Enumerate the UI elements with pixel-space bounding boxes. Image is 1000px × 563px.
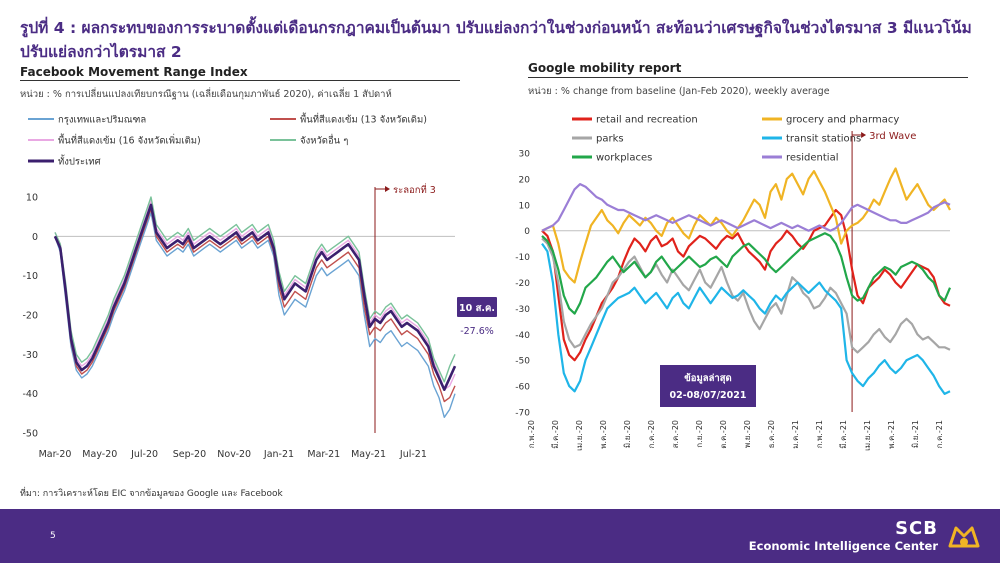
x-tick-label-2: Jul-20 bbox=[130, 449, 158, 460]
latest-date-label: 10 ส.ค. bbox=[459, 303, 495, 314]
y-tick-label-1: 0 bbox=[32, 232, 38, 243]
right-chart-title: Google mobility report bbox=[528, 61, 682, 75]
brand: SCB Economic Intelligence Center bbox=[748, 518, 938, 554]
y-tick-label-3: 0 bbox=[524, 227, 530, 237]
y-tick-label-1: 20 bbox=[519, 175, 531, 185]
page-number: 5 bbox=[50, 531, 56, 541]
google-mobility-chart: retail and recreation grocery and pharmac… bbox=[515, 115, 952, 451]
x-tick-label-7: ก.ย.-20 bbox=[695, 420, 704, 448]
series-line-2 bbox=[541, 237, 951, 354]
legend-label-2: parks bbox=[596, 134, 624, 145]
x-tick-label-0: ก.พ.-20 bbox=[527, 420, 536, 448]
x-tick-label-1: May-20 bbox=[82, 449, 117, 460]
left-chart-title: Facebook Movement Range Index bbox=[20, 65, 248, 79]
brand-subtitle: Economic Intelligence Center bbox=[748, 539, 938, 553]
x-tick-label-2: เม.ย.-20 bbox=[575, 420, 584, 451]
wave-arrow-head bbox=[385, 186, 390, 192]
y-tick-label-4: -10 bbox=[515, 253, 530, 263]
series-line-2 bbox=[54, 200, 456, 391]
x-tick-label-9: พ.ย.-20 bbox=[743, 420, 752, 448]
legend-label-1: grocery and pharmacy bbox=[786, 115, 899, 126]
y-tick-label-0: 30 bbox=[519, 150, 531, 160]
series-line-4 bbox=[53, 203, 457, 392]
latest-value-label: -27.6% bbox=[460, 326, 494, 337]
brand-name: SCB bbox=[895, 518, 938, 539]
slide-title: รูปที่ 4 : ผลกระทบของการระบาดตั้งแต่เดือ… bbox=[20, 19, 972, 61]
series-line-3 bbox=[54, 196, 456, 383]
y-tick-label-6: -30 bbox=[515, 305, 530, 315]
x-tick-label-8: ต.ค.-20 bbox=[719, 420, 728, 449]
x-tick-label-5: Jan-21 bbox=[263, 449, 294, 460]
x-tick-label-0: Mar-20 bbox=[39, 449, 72, 460]
y-tick-label-3: -20 bbox=[22, 311, 38, 322]
latest-data-range: 02-08/07/2021 bbox=[670, 390, 747, 401]
scb-logo-icon bbox=[948, 526, 980, 548]
y-tick-label-10: -70 bbox=[515, 409, 530, 419]
facebook-movement-chart: กรุงเทพและปริมณฑล พื้นที่สีแดงเข้ม (13 จั… bbox=[22, 113, 497, 460]
latest-data-label: ข้อมูลล่าสุด bbox=[684, 372, 731, 385]
right-chart-unit: หน่วย : % change from baseline (Jan-Feb … bbox=[528, 86, 830, 97]
x-tick-label-10: ธ.ค.-20 bbox=[767, 420, 776, 448]
series-line-5 bbox=[541, 182, 951, 232]
x-tick-label-15: พ.ค.-21 bbox=[887, 420, 896, 449]
x-tick-label-4: Nov-20 bbox=[217, 449, 251, 460]
y-tick-label-2: 10 bbox=[519, 201, 531, 211]
x-tick-label-6: Mar-21 bbox=[307, 449, 340, 460]
y-tick-label-7: -40 bbox=[515, 331, 530, 341]
x-tick-label-1: มี.ค.-20 bbox=[551, 420, 560, 449]
x-tick-label-14: เม.ย.-21 bbox=[863, 420, 872, 451]
legend-label-3: จังหวัดอื่น ๆ bbox=[300, 134, 348, 147]
x-tick-label-12: ก.พ.-21 bbox=[815, 420, 824, 448]
latest-data-box bbox=[660, 365, 756, 407]
legend-label-0: กรุงเทพและปริมณฑล bbox=[58, 115, 146, 126]
y-tick-label-6: -50 bbox=[22, 429, 38, 440]
wave-arrow-head bbox=[861, 132, 867, 138]
series-line-4 bbox=[541, 232, 952, 315]
wave-label: 3rd Wave bbox=[869, 131, 916, 142]
y-tick-label-0: 10 bbox=[26, 193, 38, 204]
x-tick-label-6: ส.ค.-20 bbox=[671, 420, 680, 448]
left-chart-unit: หน่วย : % การเปลี่ยนแปลงเทียบกรณีฐาน (เฉ… bbox=[20, 89, 392, 100]
latest-date-badge bbox=[457, 297, 497, 317]
footer-bar: 5 SCB Economic Intelligence Center bbox=[0, 509, 1000, 563]
source-note: ที่มา: การวิเคราะห์โดย EIC จากข้อมูลของ … bbox=[20, 489, 283, 499]
series-line-1 bbox=[541, 167, 951, 284]
x-tick-label-3: พ.ค.-20 bbox=[599, 420, 608, 449]
x-tick-label-17: ก.ค.-21 bbox=[935, 420, 944, 448]
wave-label: ระลอกที่ 3 bbox=[393, 183, 436, 196]
y-tick-label-2: -10 bbox=[22, 271, 38, 282]
legend-label-5: residential bbox=[786, 153, 838, 164]
legend-label-4: ทั้งประเทศ bbox=[58, 155, 101, 168]
series-line-3 bbox=[541, 242, 951, 395]
x-tick-label-16: มิ.ย.-21 bbox=[911, 420, 920, 448]
y-tick-label-9: -60 bbox=[515, 383, 530, 393]
series-line-0 bbox=[54, 211, 456, 418]
series-line-0 bbox=[541, 208, 951, 362]
legend-label-2: พื้นที่สีแดงเข้ม (16 จังหวัดเพิ่มเติม) bbox=[58, 134, 201, 147]
legend-label-4: workplaces bbox=[596, 153, 652, 164]
x-tick-label-4: มิ.ย.-20 bbox=[623, 420, 632, 448]
left-chart-rule bbox=[20, 80, 460, 81]
legend-label-3: transit stations bbox=[786, 134, 861, 145]
x-tick-label-13: มี.ค.-21 bbox=[839, 420, 848, 449]
x-tick-label-5: ก.ค.-20 bbox=[647, 420, 656, 448]
y-tick-label-5: -40 bbox=[22, 389, 38, 400]
y-tick-label-5: -20 bbox=[515, 279, 530, 289]
x-tick-label-11: ม.ค.-21 bbox=[791, 420, 800, 449]
y-tick-label-8: -50 bbox=[515, 357, 530, 367]
legend-label-0: retail and recreation bbox=[596, 115, 698, 126]
x-tick-label-3: Sep-20 bbox=[173, 449, 206, 460]
right-chart-rule bbox=[528, 77, 968, 78]
legend-label-1: พื้นที่สีแดงเข้ม (13 จังหวัดเดิม) bbox=[300, 113, 427, 126]
series-line-1 bbox=[54, 208, 456, 403]
y-tick-label-4: -30 bbox=[22, 350, 38, 361]
x-tick-label-8: Jul-21 bbox=[399, 449, 427, 460]
x-tick-label-7: May-21 bbox=[351, 449, 386, 460]
